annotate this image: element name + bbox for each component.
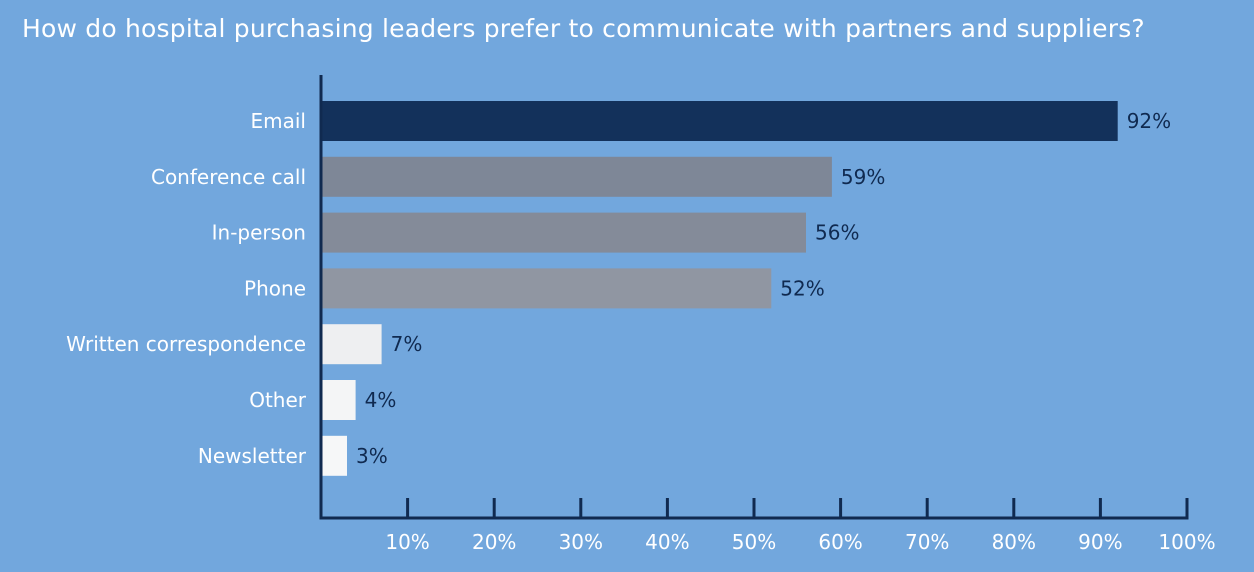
category-label: In-person: [212, 221, 306, 245]
x-tick-label: 20%: [472, 530, 516, 554]
value-label: 56%: [815, 221, 859, 245]
category-label: Phone: [244, 276, 306, 300]
value-label: 3%: [356, 444, 388, 468]
value-label: 92%: [1127, 109, 1171, 133]
value-label: 4%: [365, 388, 397, 412]
x-tick-label: 80%: [992, 530, 1036, 554]
x-tick-label: 40%: [645, 530, 689, 554]
bar: [321, 324, 382, 365]
bar: [321, 380, 356, 420]
x-tick-label: 10%: [385, 530, 429, 554]
value-label: 7%: [391, 332, 423, 356]
category-label: Written correspondence: [66, 332, 306, 356]
value-label: 59%: [841, 165, 885, 189]
x-tick-label: 60%: [818, 530, 862, 554]
bar: [321, 156, 832, 197]
x-tick-label: 70%: [905, 530, 949, 554]
bar: [321, 101, 1118, 141]
x-tick-label: 90%: [1078, 530, 1122, 554]
category-label: Email: [251, 109, 307, 133]
x-tick-label: 100%: [1158, 530, 1215, 554]
value-label: 52%: [780, 276, 824, 300]
category-label: Newsletter: [198, 444, 307, 468]
bar: [321, 212, 806, 253]
bar: [321, 268, 772, 309]
x-tick-label: 30%: [559, 530, 603, 554]
chart-title: How do hospital purchasing leaders prefe…: [22, 14, 1145, 43]
category-label: Other: [249, 388, 307, 412]
bar: [321, 435, 347, 476]
x-tick-label: 50%: [732, 530, 776, 554]
category-label: Conference call: [151, 165, 306, 189]
